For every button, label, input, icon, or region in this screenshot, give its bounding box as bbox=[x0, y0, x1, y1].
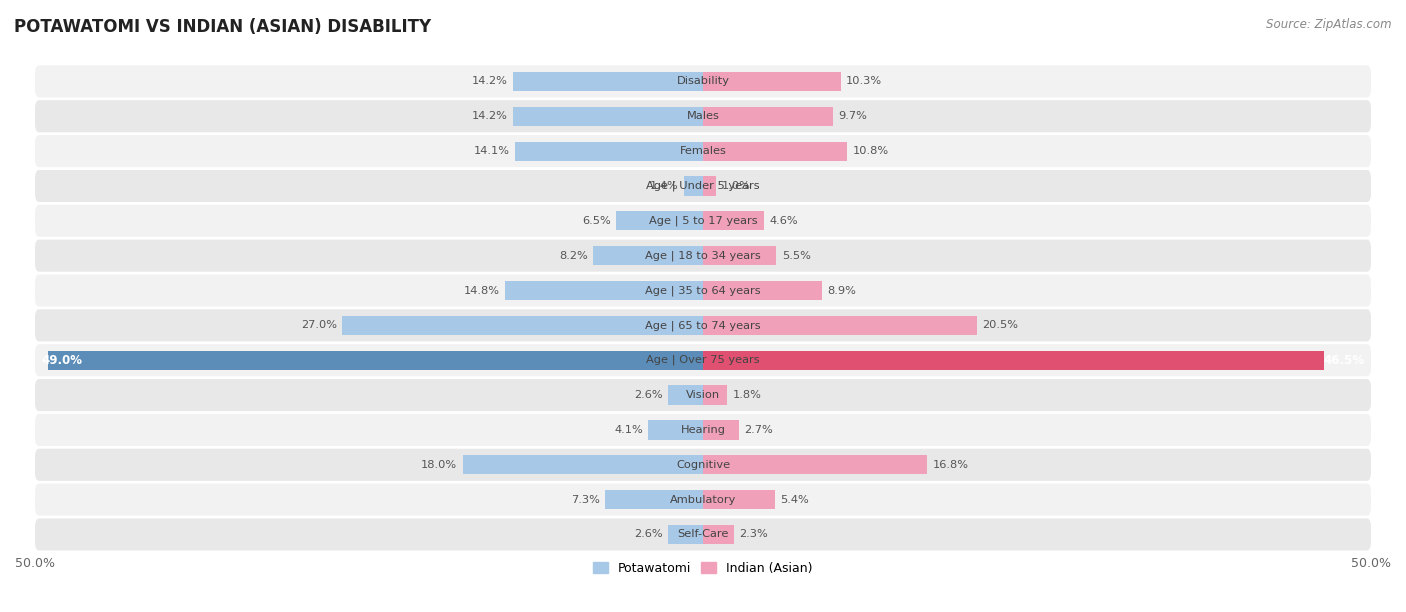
FancyBboxPatch shape bbox=[35, 379, 1371, 411]
Text: 14.8%: 14.8% bbox=[464, 286, 501, 296]
Text: Age | 35 to 64 years: Age | 35 to 64 years bbox=[645, 285, 761, 296]
Text: 2.6%: 2.6% bbox=[634, 390, 662, 400]
Text: 6.5%: 6.5% bbox=[582, 216, 610, 226]
Text: Males: Males bbox=[686, 111, 720, 121]
Bar bbox=[703, 141, 848, 161]
FancyBboxPatch shape bbox=[35, 240, 1371, 272]
Text: Age | 18 to 34 years: Age | 18 to 34 years bbox=[645, 250, 761, 261]
Bar bbox=[668, 525, 703, 544]
FancyBboxPatch shape bbox=[35, 483, 1371, 516]
FancyBboxPatch shape bbox=[35, 205, 1371, 237]
Bar bbox=[505, 281, 703, 300]
Bar bbox=[513, 106, 703, 126]
Text: 2.7%: 2.7% bbox=[744, 425, 773, 435]
Bar bbox=[703, 316, 977, 335]
Text: Hearing: Hearing bbox=[681, 425, 725, 435]
Text: Vision: Vision bbox=[686, 390, 720, 400]
Bar bbox=[703, 525, 734, 544]
Text: Source: ZipAtlas.com: Source: ZipAtlas.com bbox=[1267, 18, 1392, 31]
Bar bbox=[668, 386, 703, 405]
FancyBboxPatch shape bbox=[35, 65, 1371, 97]
Bar bbox=[703, 386, 727, 405]
Text: Disability: Disability bbox=[676, 76, 730, 86]
Legend: Potawatomi, Indian (Asian): Potawatomi, Indian (Asian) bbox=[588, 557, 818, 580]
Text: 20.5%: 20.5% bbox=[983, 320, 1018, 330]
Text: 1.0%: 1.0% bbox=[721, 181, 751, 191]
Text: Self-Care: Self-Care bbox=[678, 529, 728, 539]
Text: 2.3%: 2.3% bbox=[740, 529, 768, 539]
Bar bbox=[463, 455, 703, 474]
FancyBboxPatch shape bbox=[35, 449, 1371, 481]
Bar bbox=[606, 490, 703, 509]
Text: 1.8%: 1.8% bbox=[733, 390, 761, 400]
Text: 8.9%: 8.9% bbox=[827, 286, 856, 296]
Bar bbox=[703, 490, 775, 509]
Text: 8.2%: 8.2% bbox=[560, 251, 588, 261]
Bar bbox=[616, 211, 703, 230]
Text: 5.4%: 5.4% bbox=[780, 494, 810, 505]
FancyBboxPatch shape bbox=[35, 309, 1371, 341]
Text: 2.6%: 2.6% bbox=[634, 529, 662, 539]
Bar bbox=[48, 351, 703, 370]
Bar bbox=[703, 106, 832, 126]
Bar bbox=[703, 281, 823, 300]
Text: 46.5%: 46.5% bbox=[1323, 354, 1364, 367]
Text: Age | 5 to 17 years: Age | 5 to 17 years bbox=[648, 215, 758, 226]
Text: 14.2%: 14.2% bbox=[472, 111, 508, 121]
Bar bbox=[703, 176, 717, 195]
Text: 9.7%: 9.7% bbox=[838, 111, 868, 121]
FancyBboxPatch shape bbox=[35, 414, 1371, 446]
FancyBboxPatch shape bbox=[35, 170, 1371, 202]
FancyBboxPatch shape bbox=[35, 135, 1371, 167]
FancyBboxPatch shape bbox=[35, 274, 1371, 307]
Text: Females: Females bbox=[679, 146, 727, 156]
Text: Age | Under 5 years: Age | Under 5 years bbox=[647, 181, 759, 191]
Text: 14.2%: 14.2% bbox=[472, 76, 508, 86]
Bar bbox=[593, 246, 703, 265]
FancyBboxPatch shape bbox=[35, 100, 1371, 132]
Text: 4.6%: 4.6% bbox=[770, 216, 799, 226]
FancyBboxPatch shape bbox=[35, 518, 1371, 551]
Bar bbox=[703, 420, 740, 439]
Bar bbox=[648, 420, 703, 439]
Text: 10.3%: 10.3% bbox=[846, 76, 882, 86]
Text: Ambulatory: Ambulatory bbox=[669, 494, 737, 505]
Bar bbox=[685, 176, 703, 195]
Text: 7.3%: 7.3% bbox=[571, 494, 600, 505]
Text: 1.4%: 1.4% bbox=[650, 181, 679, 191]
FancyBboxPatch shape bbox=[35, 344, 1371, 376]
Bar bbox=[342, 316, 703, 335]
Text: 14.1%: 14.1% bbox=[474, 146, 509, 156]
Bar bbox=[703, 351, 1324, 370]
Text: 10.8%: 10.8% bbox=[852, 146, 889, 156]
Text: Age | Over 75 years: Age | Over 75 years bbox=[647, 355, 759, 365]
Text: 16.8%: 16.8% bbox=[932, 460, 969, 470]
Bar bbox=[703, 72, 841, 91]
Text: 49.0%: 49.0% bbox=[42, 354, 83, 367]
Text: 4.1%: 4.1% bbox=[614, 425, 643, 435]
Text: 18.0%: 18.0% bbox=[420, 460, 457, 470]
Bar bbox=[703, 455, 928, 474]
Text: 27.0%: 27.0% bbox=[301, 320, 337, 330]
Bar bbox=[515, 141, 703, 161]
Bar bbox=[703, 246, 776, 265]
Text: POTAWATOMI VS INDIAN (ASIAN) DISABILITY: POTAWATOMI VS INDIAN (ASIAN) DISABILITY bbox=[14, 18, 432, 36]
Text: Cognitive: Cognitive bbox=[676, 460, 730, 470]
Text: Age | 65 to 74 years: Age | 65 to 74 years bbox=[645, 320, 761, 330]
Bar bbox=[703, 211, 765, 230]
Text: 5.5%: 5.5% bbox=[782, 251, 811, 261]
Bar bbox=[513, 72, 703, 91]
